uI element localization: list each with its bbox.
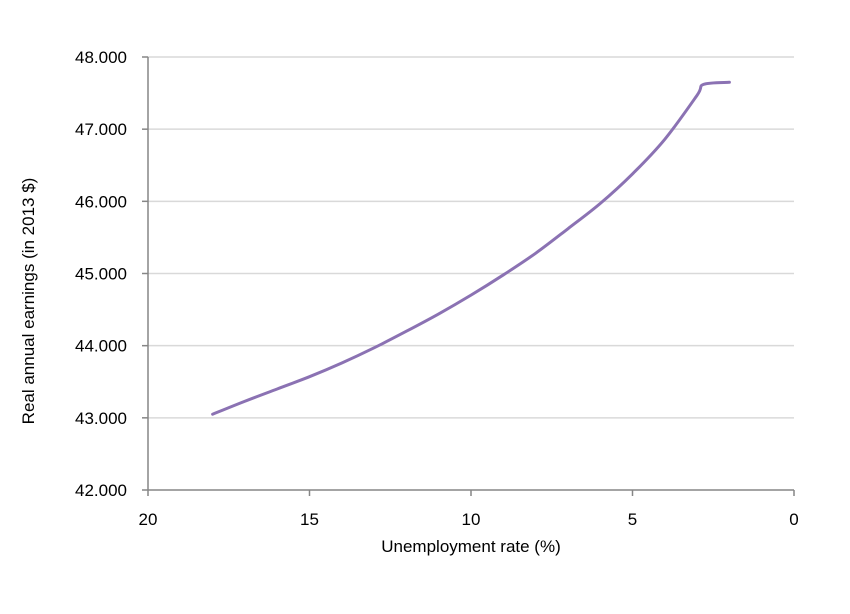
x-tick-label-4: 0 [789,510,798,529]
x-tick-label-0: 20 [139,510,158,529]
series-line-0 [211,80,731,416]
y-tick-label-3: 45.000 [75,265,127,284]
y-axis-title: Real annual earnings (in 2013 $) [19,178,38,425]
plot-area [211,80,731,416]
y-tick-label-1: 43.000 [75,409,127,428]
tick-labels: 42.000 43.000 44.000 45.000 46.000 47.000 48.0… [75,48,799,529]
axes [142,56,795,496]
x-tick-label-2: 10 [462,510,481,529]
gridlines [148,56,794,419]
y-tick-label-4: 46.000 [75,192,127,211]
y-tick-label-5: 47.000 [75,120,127,139]
y-tick-label-2: 44.000 [75,337,127,356]
y-tick-label-0: 42.000 [75,481,127,500]
x-tick-label-1: 15 [300,510,319,529]
x-axis-title: Unemployment rate (%) [381,537,561,556]
y-tick-label-6: 48.000 [75,48,127,67]
x-tick-label-3: 5 [628,510,637,529]
